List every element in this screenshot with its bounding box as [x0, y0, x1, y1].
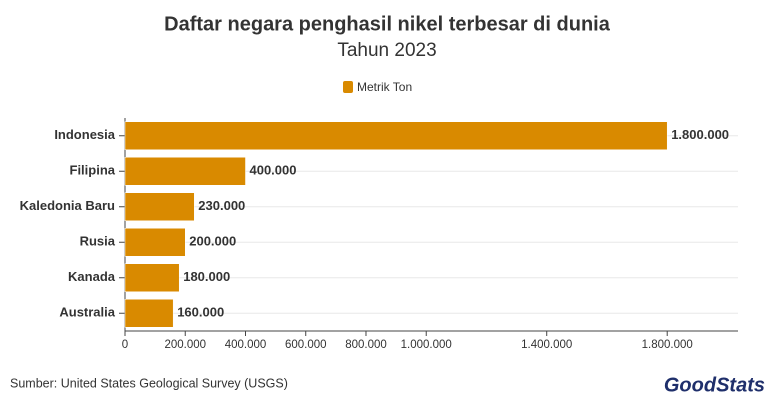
x-tick-label: 0 [122, 339, 128, 351]
legend-swatch [343, 81, 353, 93]
chart-title: Daftar negara penghasil nikel terbesar d… [164, 13, 611, 35]
y-tick-label: Kanada [68, 269, 116, 284]
bar [124, 263, 180, 292]
x-tick-label: 200.000 [164, 339, 206, 351]
x-tick-label: 1.800.000 [642, 339, 693, 351]
x-tick-label: 1.000.000 [401, 339, 452, 351]
value-label: 180.000 [183, 269, 230, 284]
bar [124, 228, 186, 257]
value-label: 1.800.000 [671, 127, 729, 142]
chart-subtitle: Tahun 2023 [337, 40, 436, 61]
bar [124, 121, 668, 150]
y-tick-label: Indonesia [54, 127, 115, 142]
y-tick-label: Australia [59, 305, 115, 320]
value-label: 230.000 [198, 198, 245, 213]
y-tick-label: Filipina [70, 163, 116, 178]
value-label: 160.000 [177, 305, 224, 320]
value-label: 400.000 [249, 163, 296, 178]
brand-logo: GoodStats [664, 374, 765, 396]
x-tick-label: 1.400.000 [521, 339, 572, 351]
x-tick-label: 600.000 [285, 339, 327, 351]
y-tick-label: Kaledonia Baru [20, 198, 115, 213]
source-note: Sumber: United States Geological Survey … [10, 376, 288, 390]
value-label: 200.000 [189, 234, 236, 249]
x-tick-label: 400.000 [225, 339, 267, 351]
bar [124, 299, 174, 328]
x-tick-label: 800.000 [345, 339, 387, 351]
y-tick-label: Rusia [80, 234, 116, 249]
legend-label: Metrik Ton [357, 80, 412, 94]
bar [124, 192, 195, 221]
bar [124, 157, 246, 186]
